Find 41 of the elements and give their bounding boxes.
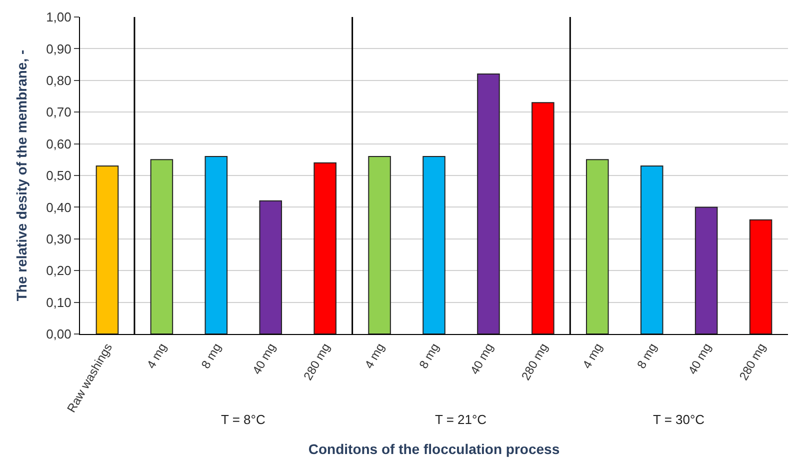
bar bbox=[259, 200, 282, 334]
x-tick-label: 4 mg bbox=[144, 340, 170, 372]
bar bbox=[694, 206, 718, 334]
x-tick-label: 4 mg bbox=[580, 340, 606, 372]
x-tick-label: 280 mg bbox=[736, 340, 769, 383]
y-tick-label: 0,20 bbox=[46, 263, 72, 278]
x-tick-label: 280 mg bbox=[518, 340, 551, 383]
bar bbox=[477, 74, 500, 334]
bar bbox=[96, 165, 119, 334]
y-axis-title: The relative desity of the membrane, - bbox=[14, 50, 30, 302]
x-tick-label: 40 mg bbox=[250, 340, 278, 377]
bar bbox=[640, 165, 664, 334]
x-tick-label: 8 mg bbox=[634, 340, 660, 372]
y-tick-label: 0,90 bbox=[46, 41, 72, 56]
bar bbox=[586, 159, 609, 334]
y-tick-label: 0,70 bbox=[46, 104, 72, 120]
y-tick-label: 0,50 bbox=[46, 168, 72, 184]
x-tick-label: 280 mg bbox=[300, 340, 333, 383]
y-tick-label: 0,00 bbox=[46, 326, 72, 342]
x-tick-label: 8 mg bbox=[198, 340, 224, 372]
bar bbox=[749, 219, 772, 334]
bar bbox=[422, 156, 446, 334]
y-tick-label: 0,30 bbox=[46, 231, 72, 246]
bar bbox=[314, 162, 336, 334]
y-tick-label: 0,10 bbox=[46, 294, 72, 310]
y-tick-label: 1,00 bbox=[46, 10, 72, 25]
y-tick-label: 0,40 bbox=[46, 200, 72, 215]
bar bbox=[532, 102, 554, 334]
text: T = 30°C bbox=[653, 412, 705, 427]
bar bbox=[150, 159, 174, 334]
x-tick-label: 40 mg bbox=[467, 340, 496, 377]
y-tick-label: 0,80 bbox=[46, 72, 72, 88]
x-tick-label: 8 mg bbox=[416, 340, 442, 372]
bar bbox=[368, 156, 391, 334]
x-tick-label: 4 mg bbox=[362, 340, 388, 372]
text: T = 21°C bbox=[435, 412, 487, 427]
bar bbox=[204, 156, 228, 334]
y-tick-label: 0,60 bbox=[46, 136, 72, 152]
x-axis-title: Conditons of the flocculation process bbox=[308, 441, 560, 458]
text: T = 8°C bbox=[221, 412, 266, 427]
x-tick-label: 40 mg bbox=[685, 340, 714, 377]
